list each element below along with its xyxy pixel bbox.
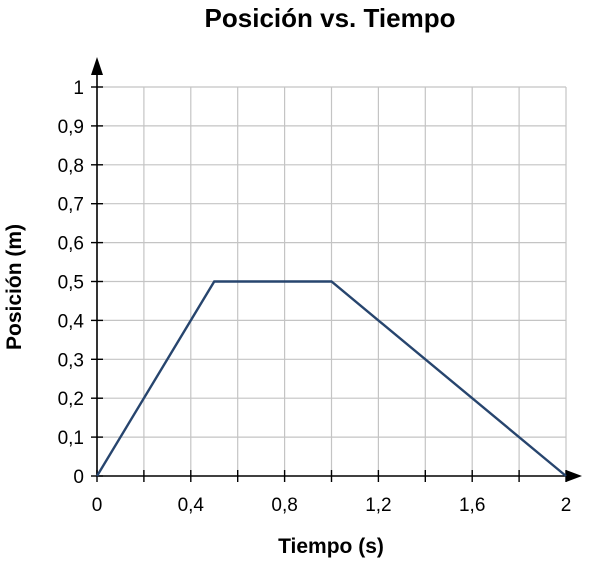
x-tick-label: 0,4: [178, 495, 205, 516]
x-ticks: 0 0,4 0,8 1,2 1,6 2: [92, 470, 572, 516]
y-tick-label: 1: [73, 78, 84, 99]
y-axis-label: Posición (m): [3, 224, 26, 350]
series-line: [95, 280, 567, 477]
y-tick-label: 0,4: [58, 311, 85, 332]
y-tick-label: 0,2: [58, 389, 84, 410]
axes: [91, 57, 582, 482]
x-tick-label: 2: [561, 495, 572, 516]
x-axis-arrow-icon: [566, 470, 582, 482]
y-axis-arrow-icon: [91, 57, 103, 75]
series-group: [95, 280, 567, 477]
y-tick-label: 0,1: [58, 428, 84, 449]
y-tick-label: 0,9: [58, 117, 84, 138]
y-tick-label: 0,6: [58, 234, 84, 255]
y-tick-label: 0,8: [58, 156, 84, 177]
y-tick-label: 0,7: [58, 195, 84, 216]
grid: [97, 86, 567, 476]
y-ticks: 0 0,1 0,2 0,3 0,4 0,5 0,6 0,7 0,8 0,9 1: [58, 78, 103, 488]
x-tick-label: 0: [92, 495, 103, 516]
chart-title: Posición vs. Tiempo: [205, 3, 456, 33]
x-tick-label: 1,6: [459, 495, 485, 516]
y-tick-label: 0: [73, 467, 84, 488]
x-tick-label: 1,2: [365, 495, 391, 516]
y-tick-label: 0,3: [58, 350, 84, 371]
x-tick-label: 0,8: [271, 495, 297, 516]
y-tick-label: 0,5: [58, 273, 84, 294]
x-axis-label: Tiempo (s): [278, 535, 384, 558]
